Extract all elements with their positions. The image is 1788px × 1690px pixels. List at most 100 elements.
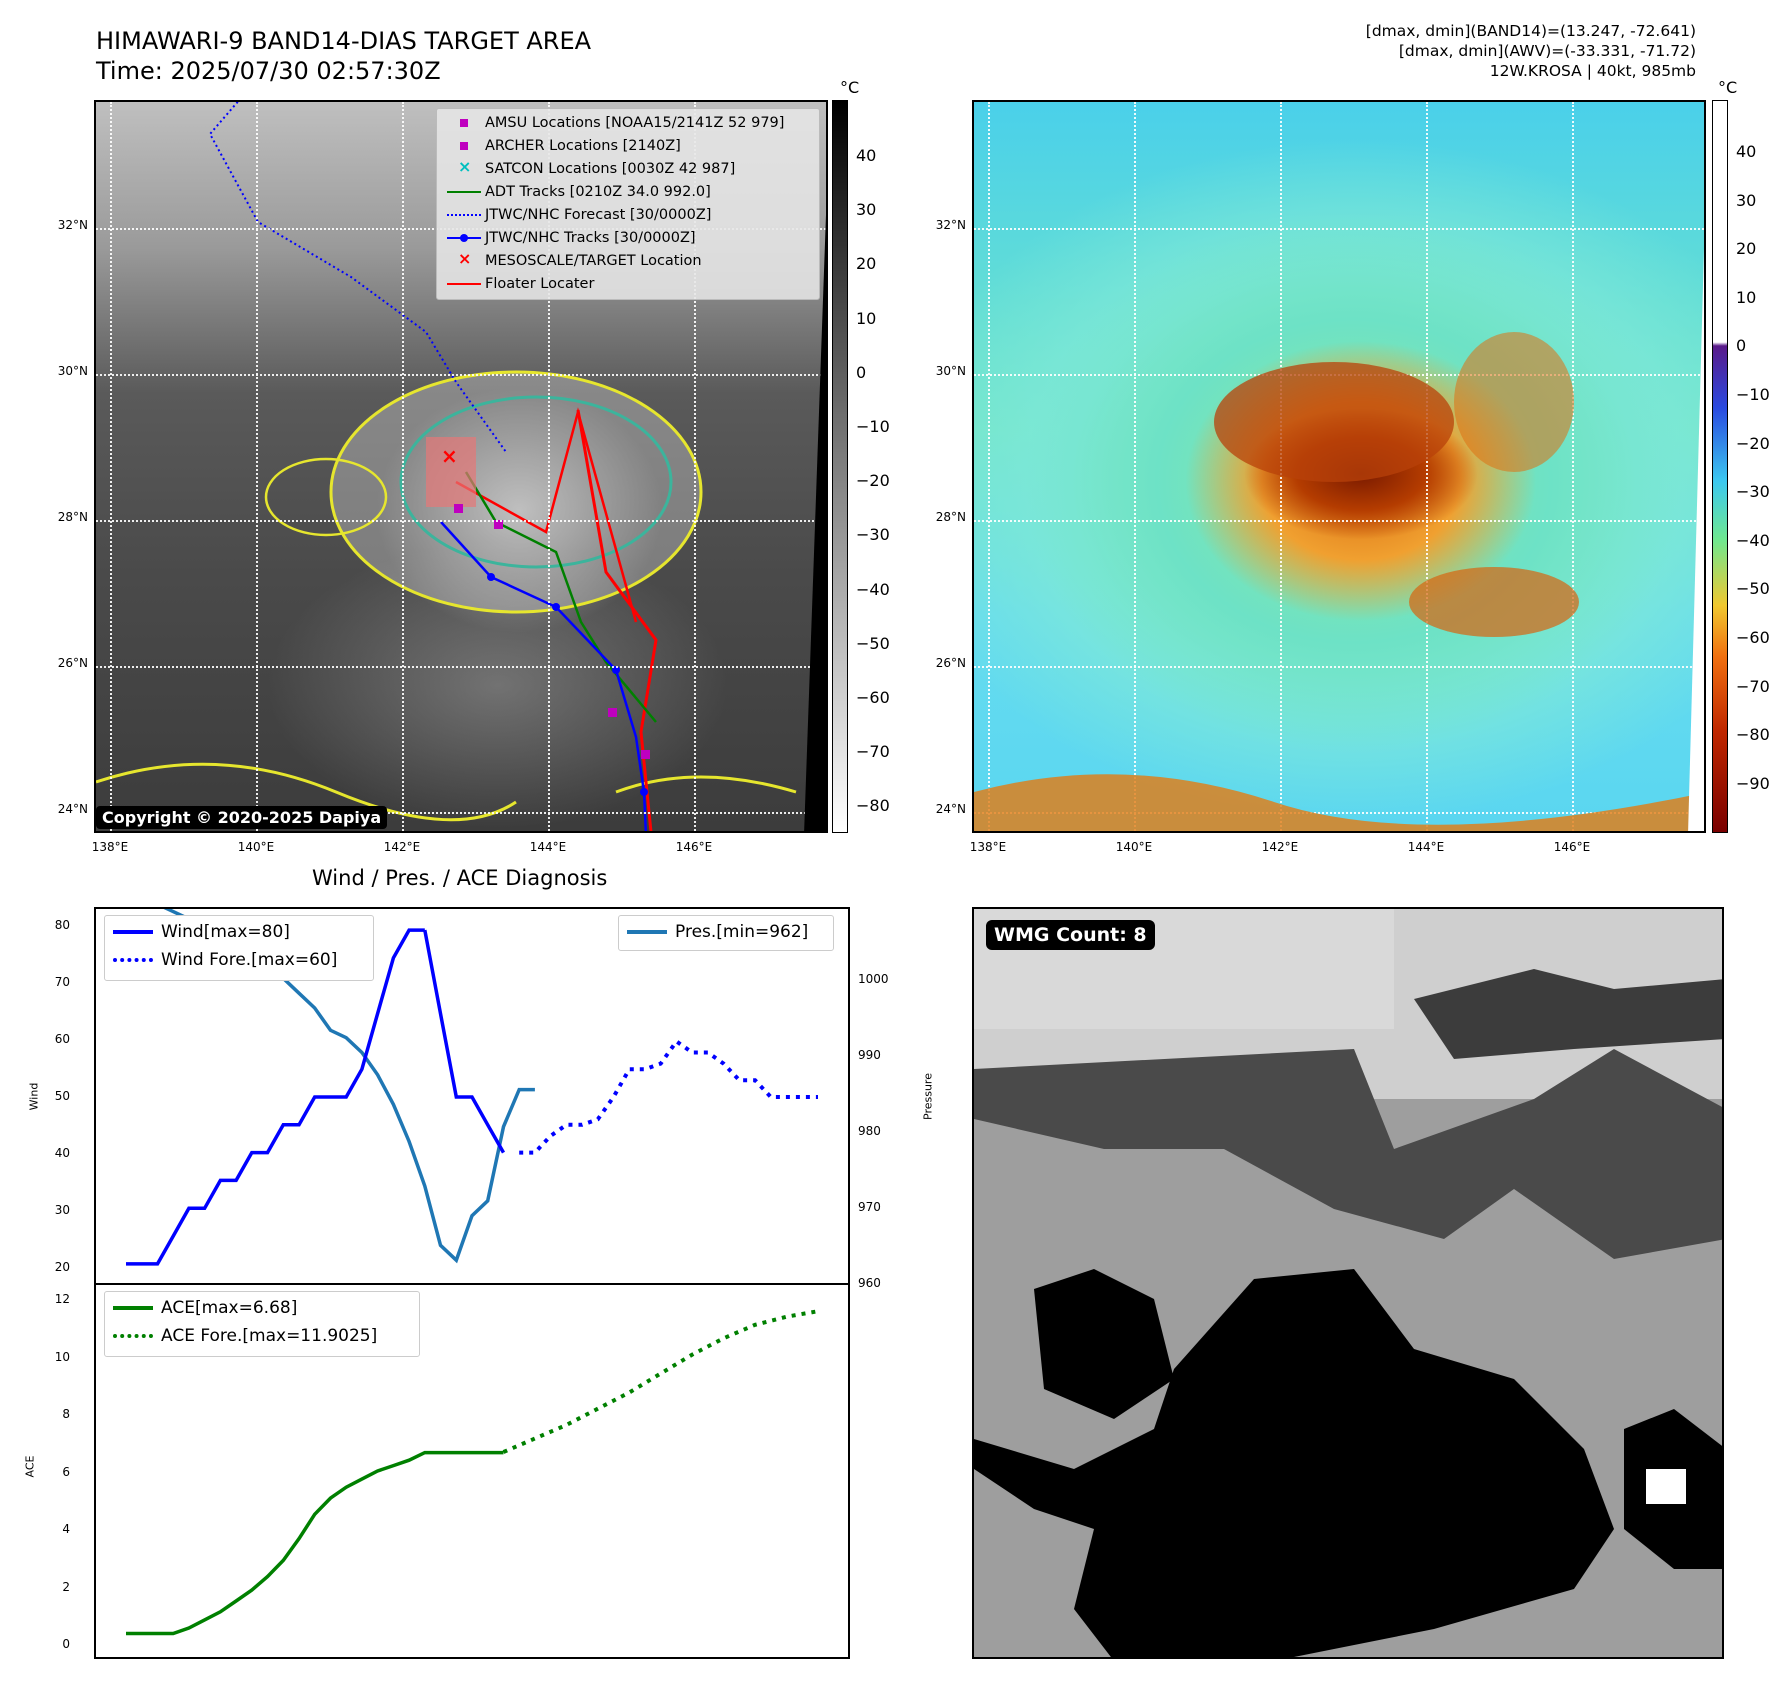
cloud-contour-southeast bbox=[615, 775, 797, 794]
lat-label: 26°N bbox=[57, 656, 88, 670]
copyright-label: Copyright © 2020-2025 Dapiya bbox=[96, 806, 388, 829]
archer-marker bbox=[608, 708, 617, 717]
axis-tick: 40 bbox=[54, 1146, 70, 1160]
axis-tick: 6 bbox=[62, 1464, 70, 1479]
figure-title: HIMAWARI-9 BAND14-DIAS TARGET AREA bbox=[96, 27, 592, 55]
info-band14: [dmax, dmin](BAND14)=(13.247, -72.641) bbox=[1365, 22, 1696, 40]
lon-label: 146°E bbox=[675, 840, 713, 854]
colorbar-tick: −70 bbox=[1736, 676, 1770, 696]
colorbar-tick: 20 bbox=[1736, 239, 1757, 259]
axis-tick: 1000 bbox=[858, 972, 889, 986]
archer-marker bbox=[641, 750, 650, 759]
lat-label: 28°N bbox=[935, 510, 966, 524]
colorbar-tick: 0 bbox=[1736, 336, 1747, 356]
mesoscale-target-box bbox=[426, 437, 476, 507]
axis-tick: 960 bbox=[858, 1276, 881, 1290]
awv-core bbox=[1214, 362, 1454, 482]
legend-mesoscale: MESOSCALE/TARGET Location bbox=[485, 253, 702, 269]
wind-forecast-line bbox=[519, 1038, 818, 1155]
lon-label: 146°E bbox=[1553, 840, 1591, 854]
lat-label: 30°N bbox=[57, 364, 88, 378]
awv-colorbar bbox=[1712, 100, 1728, 833]
legend-jtwc-tracks: JTWC/NHC Tracks [30/0000Z] bbox=[485, 230, 696, 246]
figure-time: Time: 2025/07/30 02:57:30Z bbox=[96, 57, 441, 85]
ace-forecast-line bbox=[502, 1309, 819, 1454]
jtwc-point bbox=[612, 666, 620, 674]
lon-label: 138°E bbox=[969, 840, 1007, 854]
cloud-contour-inner bbox=[399, 395, 673, 569]
lat-label: 24°N bbox=[57, 802, 88, 816]
cloud-contour-south bbox=[96, 762, 517, 822]
legend-adt: ADT Tracks [0210Z 34.0 992.0] bbox=[485, 184, 711, 200]
jtwc-point bbox=[640, 788, 648, 796]
legend-wind: Wind[max=80] bbox=[161, 922, 290, 942]
awv-satellite-image bbox=[972, 100, 1706, 833]
awv-colorbar-unit: °C bbox=[1718, 78, 1738, 97]
axis-tick: 4 bbox=[62, 1522, 70, 1536]
axis-tick: 60 bbox=[54, 1032, 70, 1046]
floater-locater-track-2 bbox=[455, 407, 638, 623]
awv-band-east bbox=[1454, 332, 1574, 472]
jtwc-forecast-track bbox=[208, 102, 507, 453]
colorbar-tick: −40 bbox=[1736, 530, 1770, 550]
wind-line bbox=[423, 929, 506, 1154]
axis-tick: 70 bbox=[54, 975, 70, 989]
axis-tick: 8 bbox=[62, 1407, 70, 1421]
lat-label: 26°N bbox=[935, 656, 966, 670]
lat-label: 28°N bbox=[57, 510, 88, 524]
colorbar-tick: 0 bbox=[856, 362, 867, 382]
wind-line bbox=[126, 928, 425, 1266]
colorbar-tick: −30 bbox=[856, 525, 890, 545]
lon-label: 144°E bbox=[1407, 840, 1445, 854]
axis-tick: 990 bbox=[858, 1048, 881, 1062]
wind-legend: Wind[max=80] Wind Fore.[max=60] bbox=[104, 915, 374, 981]
axis-tick: 12 bbox=[54, 1292, 70, 1306]
colorbar-tick: 10 bbox=[1736, 287, 1757, 307]
wind-axis-label: Wind bbox=[27, 1082, 41, 1111]
legend-ace: ACE[max=6.68] bbox=[161, 1298, 298, 1318]
legend-floater: Floater Locater bbox=[485, 276, 595, 292]
colorbar-tick: −30 bbox=[1736, 482, 1770, 502]
legend-archer: ARCHER Locations [2140Z] bbox=[485, 138, 681, 154]
legend-jtwc-forecast: JTWC/NHC Forecast [30/0000Z] bbox=[485, 207, 712, 223]
colorbar-tick: 10 bbox=[856, 308, 877, 328]
colorbar-tick: 30 bbox=[1736, 190, 1757, 210]
axis-tick: 10 bbox=[54, 1349, 70, 1364]
amsu-marker bbox=[494, 520, 503, 529]
lon-label: 140°E bbox=[237, 840, 275, 854]
colorbar-tick: −50 bbox=[1736, 579, 1770, 599]
pressure-axis-label: Pressure bbox=[921, 1073, 935, 1120]
ace-axis-label: ACE bbox=[23, 1455, 37, 1478]
info-storm: 12W.KROSA | 40kt, 985mb bbox=[1489, 62, 1696, 80]
axis-tick: 2 bbox=[62, 1579, 70, 1594]
info-awv: [dmax, dmin](AWV)=(-33.331, -71.72) bbox=[1398, 42, 1696, 60]
diagnosis-title: Wind / Pres. / ACE Diagnosis bbox=[312, 866, 608, 890]
colorbar-tick: −40 bbox=[856, 579, 890, 599]
mesoscale-target-marker: × bbox=[441, 444, 458, 468]
legend-pres: Pres.[min=962] bbox=[675, 922, 809, 942]
colorbar-tick: −20 bbox=[856, 471, 890, 491]
axis-tick: 980 bbox=[858, 1124, 881, 1138]
colorbar-tick: −10 bbox=[856, 417, 890, 436]
colorbar-tick: −70 bbox=[856, 742, 890, 762]
colorbar-tick: 40 bbox=[1736, 142, 1757, 161]
lat-label: 32°N bbox=[57, 218, 88, 232]
colorbar-tick: −50 bbox=[856, 633, 890, 653]
axis-tick: 30 bbox=[54, 1203, 70, 1217]
lat-label: 24°N bbox=[935, 802, 966, 816]
ace-line bbox=[126, 1450, 504, 1636]
colorbar-tick: −80 bbox=[856, 796, 890, 816]
ir-colorbar bbox=[832, 100, 848, 833]
lon-label: 142°E bbox=[383, 840, 421, 854]
ir-colorbar-unit: °C bbox=[840, 78, 860, 97]
ace-plot bbox=[126, 1309, 819, 1636]
colorbar-tick: −90 bbox=[1736, 773, 1770, 793]
wmg-overlay bbox=[974, 909, 1722, 1657]
wmg-image bbox=[972, 907, 1724, 1659]
legend-satcon: SATCON Locations [0030Z 42 987] bbox=[485, 161, 736, 177]
jtwc-point bbox=[552, 603, 560, 611]
amsu-marker bbox=[454, 504, 463, 513]
lon-label: 138°E bbox=[91, 840, 129, 854]
jtwc-point bbox=[487, 573, 495, 581]
wmg-count-badge: WMG Count: 8 bbox=[986, 920, 1155, 950]
